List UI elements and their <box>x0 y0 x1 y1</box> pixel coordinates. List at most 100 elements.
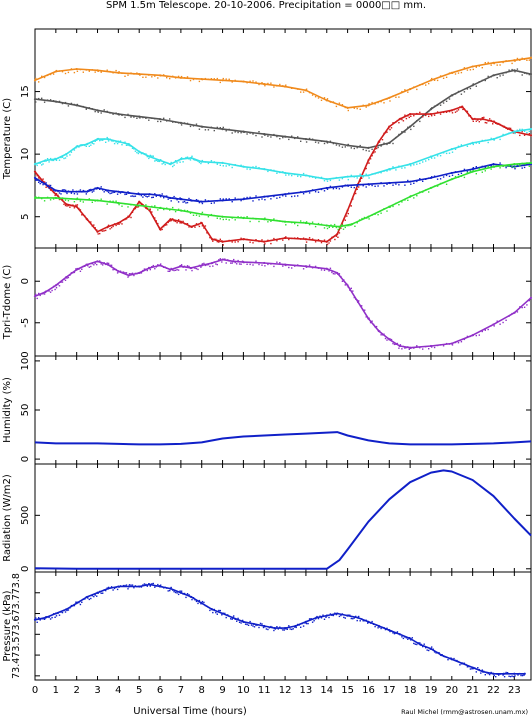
data-point <box>145 153 147 155</box>
data-point <box>509 675 512 678</box>
data-point <box>185 156 187 159</box>
data-point <box>401 167 403 169</box>
data-point <box>148 195 150 197</box>
x-tick-label: 16 <box>362 685 375 696</box>
data-point <box>174 77 177 79</box>
data-point <box>219 198 221 200</box>
data-point <box>499 673 501 675</box>
x-tick-label: 13 <box>300 685 313 696</box>
data-point <box>509 127 512 130</box>
data-point <box>46 99 49 101</box>
data-point <box>197 602 199 605</box>
data-point <box>246 238 248 241</box>
data-point <box>484 62 486 64</box>
data-point <box>388 338 391 341</box>
data-point <box>227 614 229 616</box>
data-point <box>291 628 293 631</box>
data-point <box>404 114 406 116</box>
data-point <box>115 141 117 143</box>
data-point <box>78 601 80 604</box>
data-point <box>216 126 218 129</box>
data-point <box>211 261 214 265</box>
data-point <box>377 624 380 628</box>
data-point <box>91 225 93 227</box>
data-point <box>302 193 305 195</box>
data-point <box>380 137 382 139</box>
data-point <box>283 193 287 196</box>
data-point <box>75 601 77 603</box>
data-point <box>386 210 388 212</box>
data-point <box>72 148 74 151</box>
data-point <box>341 280 344 282</box>
data-point <box>271 626 274 628</box>
data-point <box>173 195 175 198</box>
data-point <box>505 72 507 74</box>
data-point <box>125 193 128 195</box>
data-point <box>228 239 230 242</box>
data-point <box>106 110 108 113</box>
data-point <box>33 176 37 180</box>
data-point <box>492 123 494 125</box>
data-point <box>362 185 364 187</box>
data-point <box>377 214 379 216</box>
data-point <box>450 178 453 181</box>
data-point <box>499 64 501 66</box>
data-point <box>121 205 123 207</box>
data-point <box>91 263 93 265</box>
data-point <box>158 194 162 197</box>
data-point <box>442 152 445 154</box>
data-point <box>148 74 150 76</box>
data-point <box>471 118 474 121</box>
data-point <box>396 119 399 122</box>
data-point <box>87 190 89 192</box>
data-point <box>331 614 333 616</box>
data-point <box>110 226 113 229</box>
data-point <box>502 125 506 128</box>
data-point <box>180 222 183 224</box>
data-point <box>167 221 169 224</box>
data-point <box>186 210 189 212</box>
data-point <box>395 202 397 205</box>
data-point <box>43 293 46 295</box>
data-point <box>258 83 260 86</box>
data-point <box>49 73 52 76</box>
data-point <box>433 79 436 81</box>
data-point <box>481 67 483 69</box>
data-point <box>377 329 380 333</box>
y-axis-label: Humidity (%) <box>2 377 13 443</box>
data-point <box>436 79 439 82</box>
data-point <box>255 134 257 137</box>
data-point <box>176 269 178 271</box>
data-point <box>523 306 526 308</box>
data-point <box>160 196 162 198</box>
data-point <box>231 166 233 169</box>
data-point <box>283 629 285 631</box>
data-point <box>493 674 495 677</box>
data-point <box>393 633 396 635</box>
data-point <box>336 233 339 236</box>
data-point <box>212 265 214 267</box>
data-point <box>380 334 382 336</box>
data-point <box>332 188 335 190</box>
data-point <box>102 189 104 191</box>
data-point <box>194 159 196 161</box>
data-point <box>249 620 251 623</box>
data-point <box>85 69 87 71</box>
data-point <box>508 675 510 677</box>
data-point <box>43 181 46 183</box>
data-point <box>419 642 421 644</box>
data-point <box>190 595 193 599</box>
data-point <box>323 180 326 182</box>
data-point <box>246 263 248 265</box>
data-point <box>160 120 162 123</box>
data-point <box>492 61 495 64</box>
data-point <box>398 347 400 349</box>
data-point <box>328 270 330 272</box>
data-point <box>200 266 202 268</box>
data-point <box>52 73 55 75</box>
data-point <box>475 671 477 673</box>
data-point <box>97 111 99 113</box>
data-point <box>112 140 114 142</box>
data-point <box>186 122 189 125</box>
data-point <box>505 165 507 167</box>
